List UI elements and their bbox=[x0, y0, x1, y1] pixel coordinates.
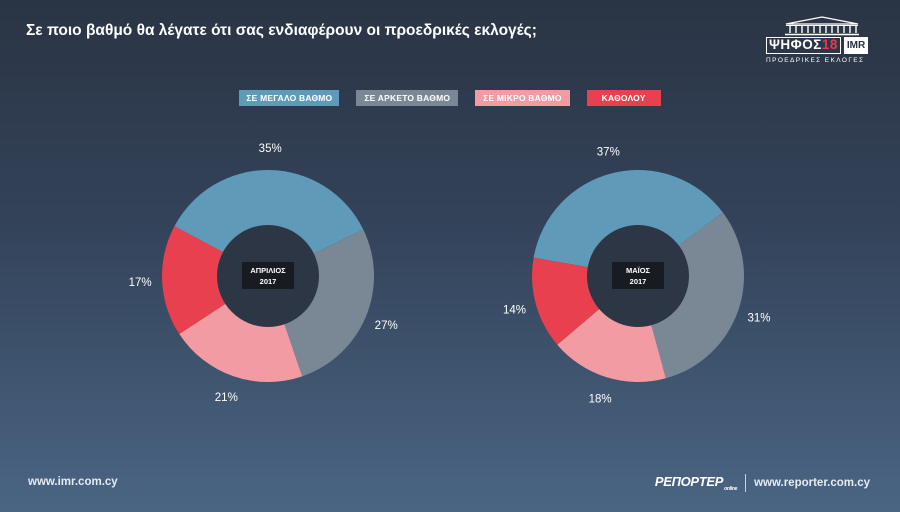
brand-subtitle: ΠΡΟΕΔΡΙΚΕΣ ΕΚΛΟΓΕΣ bbox=[766, 57, 865, 64]
reporter-logo: ΡΕΠΟΡΤΕΡonline bbox=[654, 474, 738, 492]
brand-name: ΨΗΦΟΣ18 bbox=[766, 37, 841, 54]
legend-little: ΣΕ ΜΙΚΡΟ ΒΑΘΜΟ bbox=[475, 90, 570, 106]
data-label-great-extent: 37% bbox=[597, 147, 620, 159]
slice-quite-a-lot bbox=[638, 212, 745, 379]
slice-great-extent bbox=[174, 170, 364, 276]
data-label-quite-a-lot: 31% bbox=[747, 313, 770, 325]
reporter-logo-suffix: online bbox=[724, 485, 738, 492]
parliament-building-icon bbox=[785, 16, 859, 36]
data-label-not-at-all: 14% bbox=[503, 305, 526, 317]
imr-website: www.imr.com.cy bbox=[28, 476, 118, 488]
data-label-quite-a-lot: 27% bbox=[375, 320, 398, 332]
footer-divider bbox=[745, 474, 747, 492]
donut-chart-1: 35% 27% 21% 17% ΑΠΡΙΛΙΟΣ 2017 bbox=[129, 143, 398, 404]
center-label-line-1: ΜΑΪΟΣ bbox=[626, 266, 651, 275]
center-label-line-2: 2017 bbox=[630, 277, 647, 286]
slice-not-at-all bbox=[162, 226, 268, 335]
data-label-little: 18% bbox=[589, 393, 612, 405]
legend-great-extent: ΣΕ ΜΕΓΑΛΟ ΒΑΘΜΟ bbox=[239, 90, 340, 106]
chart-title: Σε ποιο βαθμό θα λέγατε ότι σας ενδιαφέρ… bbox=[26, 22, 537, 39]
footer-reporter: ΡΕΠΟΡΤΕΡonline www.reporter.com.cy bbox=[655, 474, 870, 492]
legend-quite-a-lot: ΣΕ ΑΡΚΕΤΟ ΒΑΘΜΟ bbox=[356, 90, 459, 106]
reporter-website: www.reporter.com.cy bbox=[754, 477, 870, 489]
data-label-not-at-all: 17% bbox=[129, 277, 152, 289]
center-label-line-2: 2017 bbox=[260, 277, 277, 286]
center-label-box bbox=[242, 262, 294, 289]
donut-chart-2: 37% 31% 18% 14% ΜΑΪΟΣ 2017 bbox=[503, 147, 771, 406]
data-label-little: 21% bbox=[215, 392, 238, 404]
center-label-line-1: ΑΠΡΙΛΙΟΣ bbox=[250, 266, 286, 275]
imr-badge: IMR bbox=[843, 37, 869, 54]
slice-great-extent bbox=[533, 169, 723, 276]
legend-not-at-all: ΚΑΘΟΛΟΥ bbox=[586, 90, 661, 106]
psifos18-logo: ΨΗΦΟΣ18 IMR ΠΡΟΕΔΡΙΚΕΣ ΕΚΛΟΓΕΣ bbox=[766, 16, 878, 64]
chart-legend: ΣΕ ΜΕΓΑΛΟ ΒΑΘΜΟ ΣΕ ΑΡΚΕΤΟ ΒΑΘΜΟ ΣΕ ΜΙΚΡΟ… bbox=[0, 90, 900, 106]
brand-number: 18 bbox=[821, 37, 838, 52]
center-label-box bbox=[612, 262, 664, 289]
data-label-great-extent: 35% bbox=[259, 143, 282, 155]
